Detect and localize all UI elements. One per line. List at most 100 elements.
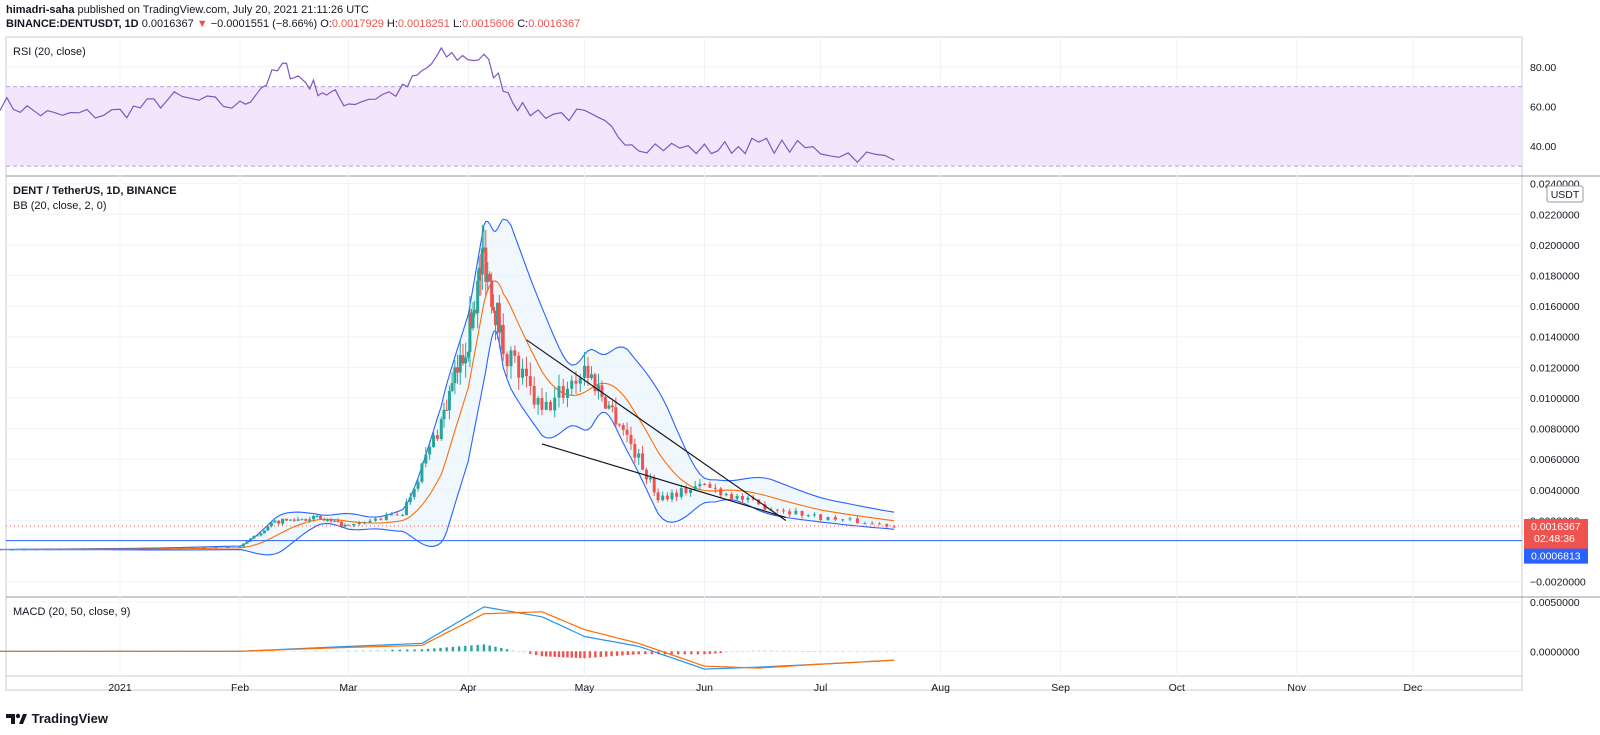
- candle-body: [450, 383, 454, 391]
- macd-hist-bar: [885, 651, 889, 653]
- macd-hist-bar: [703, 651, 706, 655]
- author-name[interactable]: himadri-saha: [6, 4, 75, 16]
- candle-body: [644, 469, 648, 480]
- price-axis[interactable]: 0.02400000.02200000.02000000.01800000.01…: [1530, 179, 1586, 589]
- candle-body: [648, 477, 652, 480]
- candle-body: [497, 302, 501, 333]
- candle-body: [614, 407, 618, 425]
- macd-hist-bar: [696, 651, 700, 655]
- rsi-band-fill: [6, 86, 1522, 167]
- candle-body: [281, 518, 285, 524]
- candle-body: [461, 355, 465, 364]
- candle-body: [245, 541, 249, 544]
- price-tick: 0.0040000: [1530, 485, 1580, 497]
- candle-body: [325, 520, 329, 522]
- trendline-upper[interactable]: [526, 339, 787, 521]
- macd-hist-bar: [813, 651, 816, 653]
- signal-line: [0, 611, 895, 669]
- candle-body: [273, 520, 277, 523]
- macd-hist-bar: [361, 650, 365, 652]
- time-axis[interactable]: 2021 Feb Mar Apr May Jun Jul Aug Sep Oct Nov Dec: [108, 682, 1422, 694]
- candle-body: [266, 526, 270, 531]
- macd-hist-bar: [776, 650, 779, 652]
- candle-body: [479, 267, 483, 275]
- candle-body: [735, 496, 739, 500]
- candle-body: [877, 523, 881, 525]
- macd-hist-bar: [730, 651, 733, 653]
- close-value: 0.0016367: [528, 18, 581, 30]
- macd-hist-bar: [752, 650, 755, 652]
- candle-body: [544, 401, 548, 410]
- macd-hist-bar: [719, 651, 722, 654]
- candle-body: [480, 248, 484, 275]
- candle-body: [308, 519, 312, 521]
- candle-body: [401, 515, 405, 517]
- candle-body: [892, 526, 896, 528]
- grid: [6, 37, 1522, 676]
- candle-body: [312, 515, 316, 520]
- candle-body: [476, 280, 480, 313]
- macd-hist-bar: [782, 650, 785, 652]
- macd-hist-bar: [529, 651, 532, 654]
- close-label: C:: [517, 18, 529, 30]
- candle-body: [492, 306, 496, 311]
- candle-body: [788, 511, 792, 515]
- macd-hist-bar: [451, 646, 455, 652]
- macd-line: [0, 606, 895, 670]
- macd-hist-bar: [579, 651, 582, 659]
- macd-hist-bar: [819, 651, 822, 653]
- candle-body: [751, 497, 755, 500]
- candle-body: [70, 549, 74, 551]
- symbol-label: BINANCE:DENTUSDT, 1D: [6, 18, 139, 30]
- candle-body: [661, 495, 665, 501]
- tradingview-logo[interactable]: TradingView: [6, 711, 108, 726]
- candle-body: [453, 367, 457, 384]
- candle-body: [106, 548, 110, 550]
- candle-body: [10, 549, 14, 551]
- macd-histogram: [0, 644, 896, 659]
- high-value: 0.0018251: [397, 18, 450, 30]
- currency-badge[interactable]: [1546, 185, 1584, 203]
- macd-hist-bar: [314, 650, 318, 652]
- candle-body: [583, 365, 587, 378]
- macd-hist-bar: [615, 651, 619, 656]
- candle-body: [357, 522, 361, 524]
- candle-body: [819, 514, 823, 521]
- price-tick: 0.0100000: [1530, 393, 1580, 405]
- candle-body: [408, 497, 412, 503]
- price-tick: 0.0220000: [1530, 209, 1580, 221]
- low-value: 0.0015606: [462, 18, 515, 30]
- trendline-lower[interactable]: [541, 443, 786, 518]
- candle-body: [540, 397, 544, 410]
- macd-hist-bar: [398, 649, 402, 652]
- candle-body: [679, 488, 683, 497]
- macd-hist-bar: [769, 650, 773, 652]
- candle-body: [46, 549, 50, 551]
- candle-body: [484, 247, 488, 282]
- candle-body: [826, 516, 830, 521]
- rsi-tick: 40.00: [1530, 141, 1556, 153]
- candle-body: [471, 312, 475, 329]
- high-label: H:: [386, 18, 398, 30]
- macd-hist-bar: [735, 651, 739, 653]
- candle-body: [379, 518, 383, 520]
- macd-hist-bar: [637, 651, 640, 655]
- last-price-tag: [1524, 519, 1588, 550]
- time-tick: Jul: [814, 682, 827, 694]
- macd-hist-bar: [757, 650, 760, 652]
- macd-pane-label: MACD (20, 50, close, 9): [13, 606, 130, 618]
- macd-hist-bar: [683, 651, 686, 655]
- candle-body: [428, 447, 432, 455]
- macd-hist-bar: [892, 651, 896, 653]
- candle-body: [373, 518, 377, 521]
- candle-body: [719, 488, 723, 496]
- candle-body: [495, 302, 499, 326]
- candle-body: [565, 388, 569, 398]
- candle-body: [190, 547, 194, 549]
- macd-hist-bar: [746, 651, 750, 652]
- candle-body: [578, 377, 582, 384]
- candle-body: [800, 510, 804, 516]
- time-tick: Jun: [696, 682, 713, 694]
- candle-body: [226, 546, 230, 548]
